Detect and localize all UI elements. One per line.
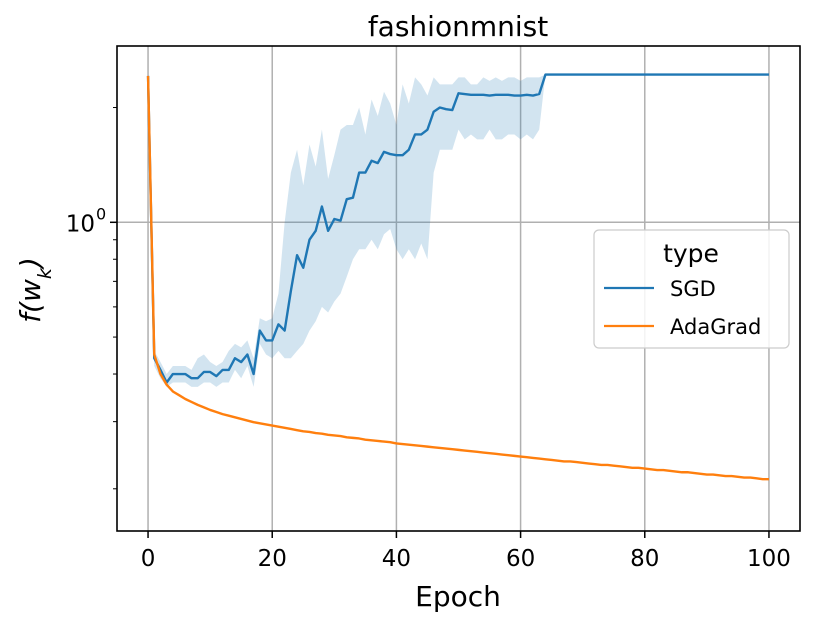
band-sgd [148, 74, 769, 387]
series-lines [146, 73, 769, 481]
legend-title: type [663, 239, 719, 268]
y-tick-label: 10 [66, 211, 95, 237]
legend-box [593, 229, 790, 349]
legend-label-adagrad: AdaGrad [670, 315, 761, 339]
y-axis-label-sub: k [34, 267, 56, 279]
plot-frame [116, 45, 801, 532]
x-tick-label: 0 [141, 546, 156, 572]
line-sgd [146, 73, 769, 384]
x-axis-label: Epoch [415, 580, 501, 613]
y-axis-label: f(wk) [14, 257, 56, 323]
x-tick-label: 100 [747, 546, 791, 572]
x-tick-label: 80 [630, 546, 659, 572]
y-tick-label-exponent: 0 [96, 204, 106, 223]
line-adagrad [146, 75, 769, 481]
x-tick-label: 20 [258, 546, 287, 572]
x-tick-label: 40 [382, 546, 411, 572]
x-tick-label: 60 [506, 546, 535, 572]
chart-title: fashionmnist [368, 10, 548, 43]
legend: type SGD AdaGrad [593, 229, 790, 349]
confidence-bands [148, 74, 769, 480]
y-axis-label-text: f(wk) [14, 257, 56, 323]
legend-label-sgd: SGD [670, 277, 716, 301]
